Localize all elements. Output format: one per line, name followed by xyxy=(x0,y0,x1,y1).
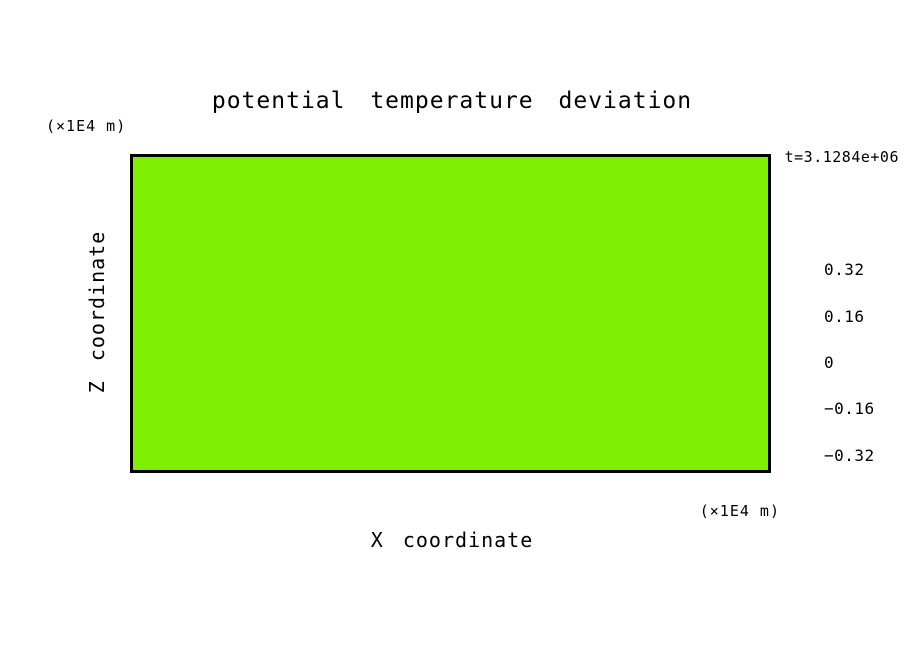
colorbar-label-0.16: 0.16 xyxy=(824,307,865,326)
colorbar-label-0.32: 0.32 xyxy=(824,260,865,279)
z-axis-unit-label: (×1E4 m) xyxy=(46,117,127,135)
time-annotation: t=3.1284e+06 xyxy=(784,148,899,166)
z-axis-title: Z coordinate xyxy=(85,230,109,394)
colorbar-label--0.16: −0.16 xyxy=(824,399,875,418)
colorbar-label--0.32: −0.32 xyxy=(824,446,875,465)
colorbar xyxy=(782,200,822,522)
contour-field xyxy=(133,157,768,470)
plot-title: potential temperature deviation xyxy=(211,88,693,114)
x-axis-unit-label: (×1E4 m) xyxy=(699,502,780,520)
x-axis-title: X coordinate xyxy=(370,528,534,552)
colorbar-label-0: 0 xyxy=(824,353,835,372)
contour-plot-frame xyxy=(130,154,771,473)
